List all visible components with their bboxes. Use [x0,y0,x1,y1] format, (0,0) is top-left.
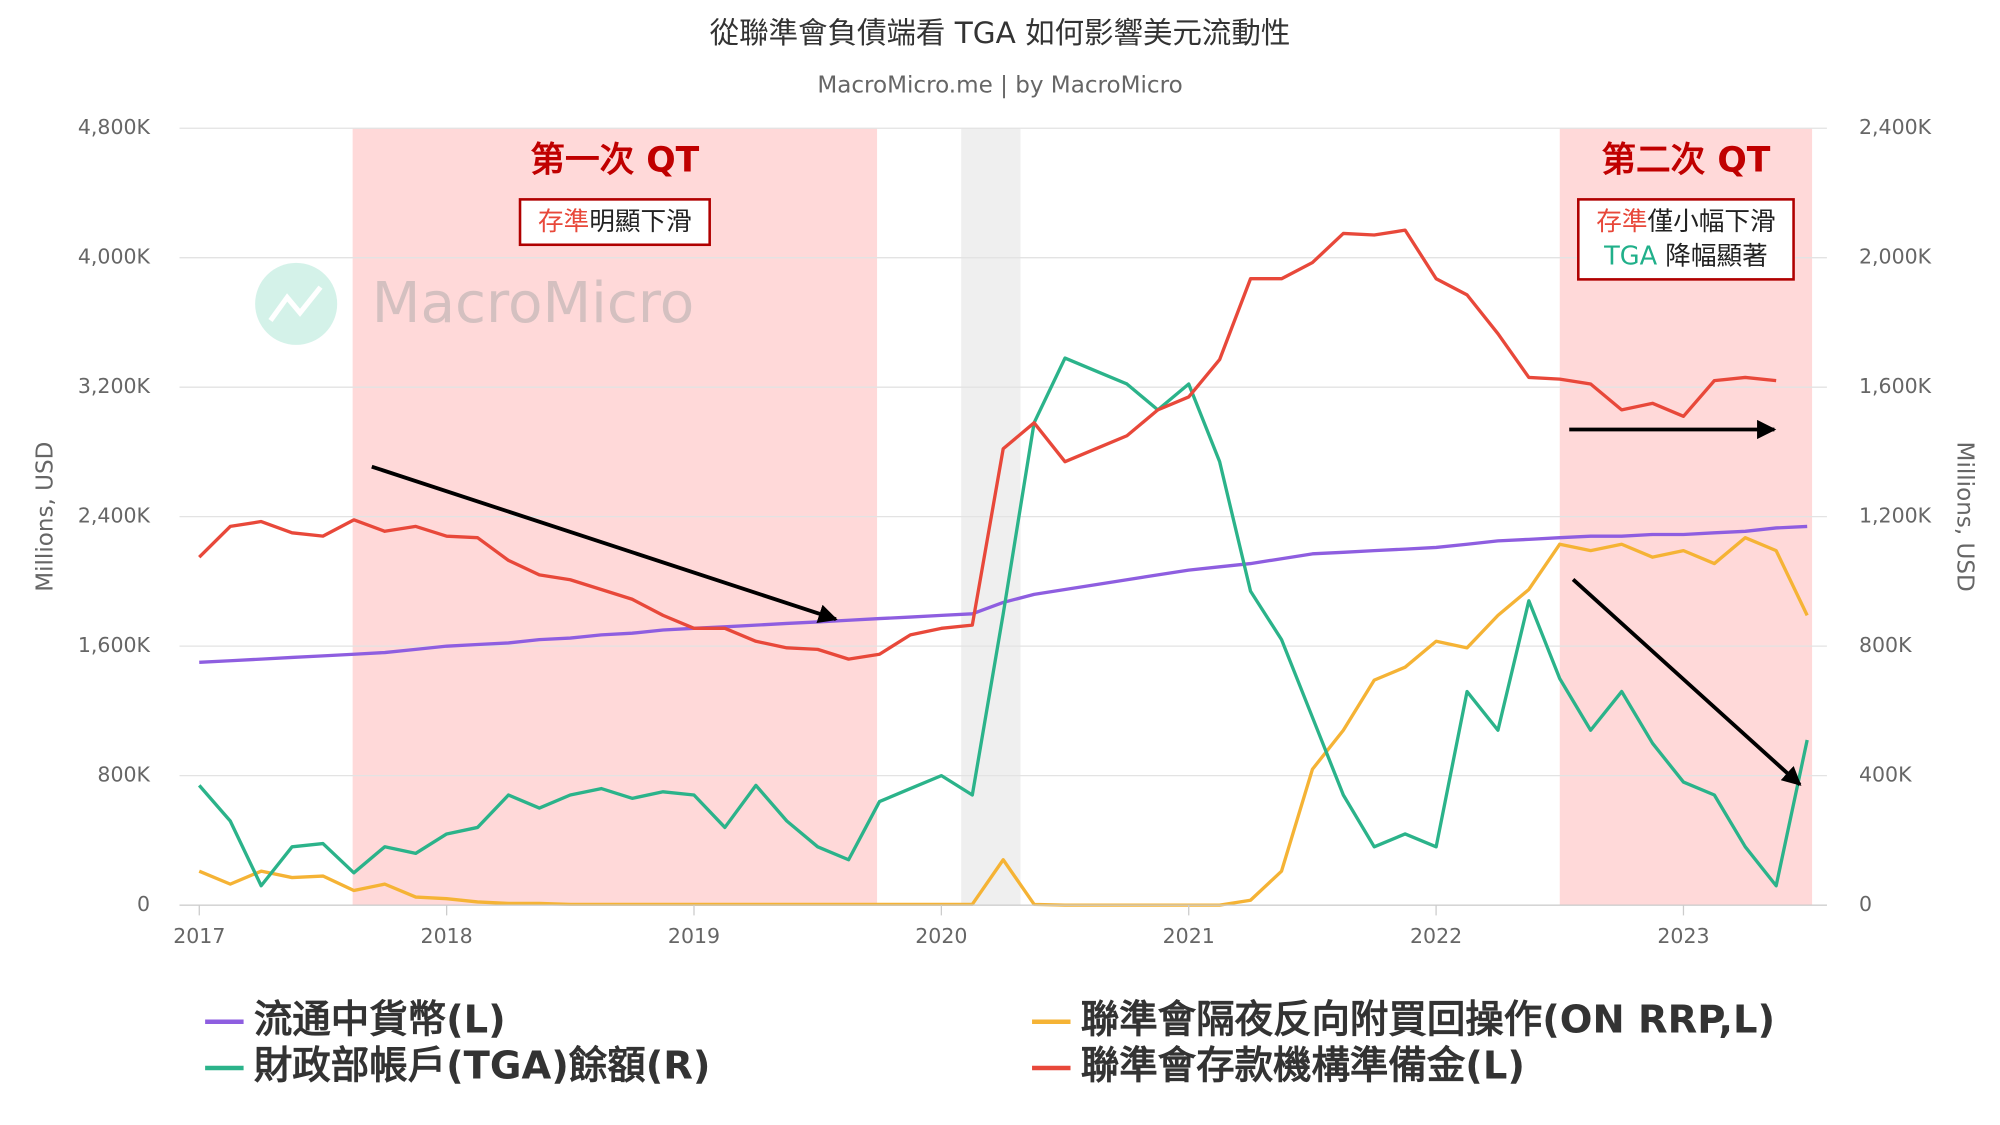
watermark-logo-mark [268,285,323,323]
y2-tick-label: 800K [1859,633,1912,657]
series-lines [197,228,1809,907]
y-tick-label: 4,000K [78,245,151,269]
legend: 流通中貨幣(L)財政部帳戶(TGA)餘額(R) 聯準會隔夜反向附買回操作(ON R… [205,997,1775,1088]
annotation-text: 存準明顯下滑 [538,207,692,237]
y-tick-label: 0 [137,892,150,916]
y-tick-label: 4,800K [78,115,151,139]
annotation-key: 存準 [538,207,589,237]
watermark-logo [255,262,338,345]
y-axis-title: Millions, USD [33,442,59,592]
y-tick-label: 800K [97,763,150,787]
y2-tick-label: 2,400K [1859,115,1932,139]
x-tick-label: 2018 [421,924,473,948]
y2-tick-label: 2,000K [1859,245,1932,269]
x-tick-label: 2019 [668,924,720,948]
legend-label: 聯準會隔夜反向附買回操作(ON RRP,L) [1081,997,1775,1042]
x-tick-label: 2021 [1163,924,1215,948]
annotation-key: 存準 [1596,207,1647,237]
series-line [199,524,1808,664]
y-tick-label: 1,600K [78,633,151,657]
watermark-text: MacroMicro [372,271,695,336]
watermark: MacroMicro [255,262,695,345]
legend-label: 流通中貨幣(L) [254,997,506,1042]
legend-label: 聯準會存款機構準備金(L) [1081,1043,1525,1088]
arrow [1571,578,1802,787]
annotation-rest: 降幅顯著 [1657,242,1768,272]
annotation-rest: 僅小幅下滑 [1647,207,1775,237]
arrows [371,419,1802,787]
y2-tick-label: 0 [1859,892,1872,916]
series-line [197,356,1809,888]
annotation-box [518,198,711,247]
axes: 0 800K 1,600K 2,400K 3,200K 4,000K 4,800K 0 400K… [78,115,1932,948]
y-tick-label: 3,200K [78,374,151,398]
y2-axis-title: Millions, USD [1952,442,1978,592]
x-tick-label: 2023 [1657,924,1709,948]
series-line [198,228,1777,661]
chart-subtitle: MacroMicro.me | by MacroMicro [817,72,1182,98]
x-tick-label: 2020 [915,924,967,948]
y-tick-label: 2,400K [78,504,151,528]
series-line [198,536,1809,907]
arrow [371,464,838,623]
annotation-rest: 明顯下滑 [589,207,692,237]
annotation-title: 第一次 QT [530,141,699,181]
y2-tick-label: 400K [1859,763,1912,787]
annotation-box [1577,198,1795,281]
x-tick-label: 2017 [173,924,225,948]
annotation-text: 存準僅小幅下滑 [1596,207,1775,237]
y2-tick-label: 1,600K [1859,374,1932,398]
annotation-text: TGA 降幅顯著 [1603,242,1768,272]
y2-tick-label: 1,200K [1859,504,1932,528]
legend-label: 財政部帳戶(TGA)餘額(R) [254,1043,711,1088]
annotation-title: 第二次 QT [1601,141,1770,181]
x-tick-label: 2022 [1410,924,1462,948]
chart-title: 從聯準會負債端看 TGA 如何影響美元流動性 [710,16,1291,50]
annotation-key: TGA [1603,242,1658,272]
